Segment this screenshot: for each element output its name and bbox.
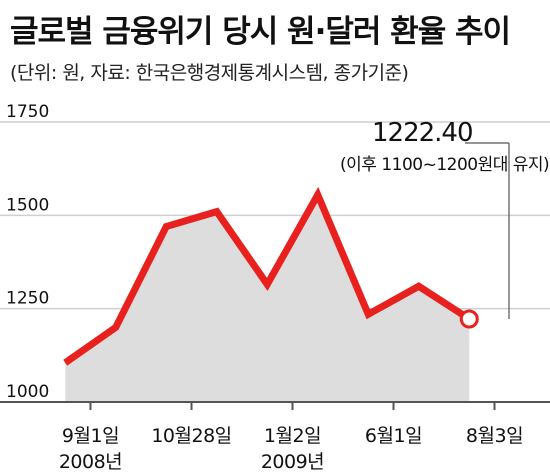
annotation-note: (이후 1100~1200원대 유지) [340, 155, 549, 175]
chart-subtitle: (단위: 원, 자료: 한국은행경제통계시스템, 종가기준) [10, 62, 409, 84]
x-tick-label-0: 9월1일 [62, 425, 119, 447]
y-tick-label-1750: 1750 [6, 102, 49, 122]
tick-layer: 9월1일 2008년 10월28일 1월2일 2009년 6월1일 8월3일 [0, 401, 550, 473]
x-tick-year-0: 2008년 [59, 451, 122, 473]
x-tick-label-4: 8월3일 [466, 425, 523, 447]
y-tick-label-1500: 1500 [6, 195, 49, 215]
grid-layer: 1000 1250 1500 1750 [0, 102, 550, 402]
area-layer [65, 194, 470, 402]
chart-title: 글로벌 금융위기 당시 원·달러 환율 추이 [10, 14, 511, 50]
x-tick-label-1: 10월28일 [151, 425, 231, 447]
x-tick-label-3: 6월1일 [365, 425, 422, 447]
marker-layer [65, 194, 479, 363]
last-value-label: 1222.40 [372, 118, 473, 148]
last-point-marker [459, 309, 479, 329]
x-tick-year-2: 2009년 [261, 451, 324, 473]
y-tick-label-1000: 1000 [6, 382, 49, 402]
annotation-layer: 1222.40 (이후 1100~1200원대 유지) [340, 118, 550, 175]
series-area [65, 194, 470, 402]
y-tick-label-1250: 1250 [6, 289, 49, 309]
x-tick-label-2: 1월2일 [264, 425, 321, 447]
